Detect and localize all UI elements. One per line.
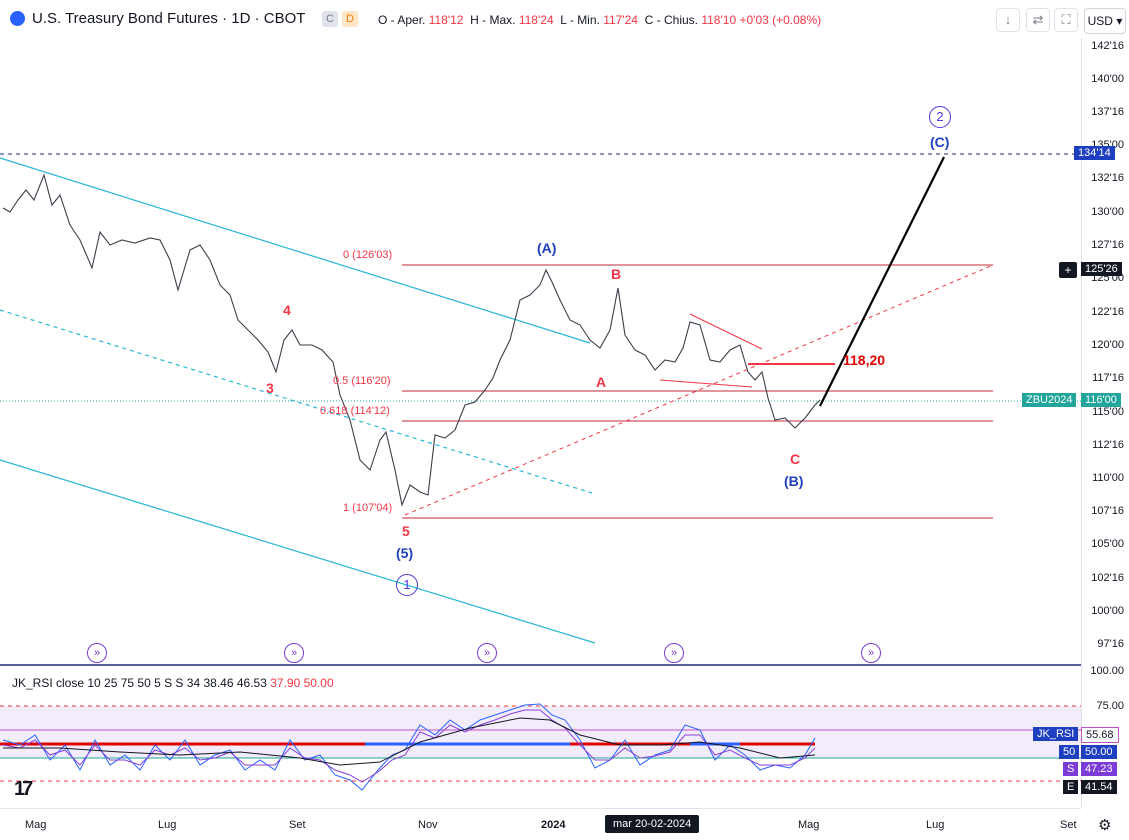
time-label: Lug [158, 819, 177, 831]
badge-d[interactable]: D [342, 11, 358, 27]
last-price-tag: 116'00 [1081, 393, 1121, 407]
jump-icon[interactable]: » [284, 643, 304, 663]
wave-label-1: 1 [396, 574, 418, 596]
wave-label-C: C [790, 451, 801, 467]
level-118-20-label: 118,20 [843, 352, 886, 368]
price-label: 130'00 [1091, 206, 1124, 218]
e-value-tag: 41.54 [1081, 780, 1117, 794]
wave-label-5-paren: (5) [396, 545, 414, 561]
rsi-name-tag: JK_RSI [1033, 727, 1079, 741]
ohlc-readout: O - Aper. 118'12 H - Max. 118'24 L - Min… [378, 13, 822, 27]
mid-value-tag: 50.00 [1081, 745, 1117, 759]
time-label: Lug [926, 819, 945, 831]
wave-label-4: 4 [283, 302, 291, 318]
time-label: Set [1060, 819, 1077, 831]
price-label: 137'16 [1091, 106, 1124, 118]
time-label: Mag [798, 819, 820, 831]
target-price-tag: 134'14 [1074, 146, 1115, 160]
wave-label-3: 3 [266, 380, 274, 396]
wave-label-C-paren: (C) [930, 134, 950, 150]
price-label: 112'16 [1092, 439, 1124, 451]
price-label: 132'16 [1091, 172, 1124, 184]
price-label: 102'16 [1091, 572, 1124, 584]
wave-label-2: 2 [929, 106, 951, 128]
time-axis[interactable]: Mag Lug Set Nov 2024 mar 20-02-2024 Mag … [0, 808, 1081, 840]
jump-icon[interactable]: » [477, 643, 497, 663]
fib-1-label: 1 (107'04) [343, 502, 393, 514]
symbol-title[interactable]: U.S. Treasury Bond Futures · 1D · CBOT [32, 10, 306, 27]
download-icon[interactable]: ↓ [996, 8, 1020, 32]
crosshair-price-tag: 125'26 [1081, 262, 1122, 276]
fib-05-label: 0.5 (116'20) [333, 375, 391, 387]
crosshair-date-tag: mar 20-02-2024 [605, 815, 700, 833]
time-label: Set [289, 819, 306, 831]
wave-label-5: 5 [402, 523, 410, 539]
time-label: 2024 [541, 819, 566, 831]
price-scale[interactable]: 142'16 140'00 137'16 135'00 132'16 130'0… [1081, 38, 1129, 808]
price-label: 127'16 [1091, 239, 1124, 251]
wave-label-A-paren: (A) [537, 240, 557, 256]
symbol-logo-icon [10, 11, 25, 26]
time-label: Nov [418, 819, 438, 831]
mid-label-tag: 50 [1059, 745, 1080, 759]
price-label: 100'00 [1091, 605, 1124, 617]
price-label: 105'00 [1091, 538, 1124, 550]
wave-label-B: B [611, 266, 622, 282]
jump-icon[interactable]: » [87, 643, 107, 663]
symbol-tag: ZBU2024 [1022, 393, 1077, 407]
rsi-value-tag: 55.68 [1081, 727, 1119, 743]
fib-0-label: 0 (126'03) [343, 249, 393, 261]
chart-header: U.S. Treasury Bond Futures · 1D · CBOT C… [0, 0, 1080, 38]
price-label: 120'00 [1091, 339, 1124, 351]
rsi-legend[interactable]: JK_RSI close 10 25 75 50 5 S S 34 38.46 … [12, 676, 334, 690]
badge-c[interactable]: C [322, 11, 338, 27]
price-label: 107'16 [1091, 505, 1124, 517]
gear-icon[interactable]: ⚙ [1098, 817, 1112, 834]
price-label: 100.00 [1090, 665, 1124, 677]
e-label-tag: E [1063, 780, 1079, 794]
fib-0618-label: 0.618 (114'12) [320, 405, 390, 417]
wave-label-A: A [596, 374, 607, 390]
price-label: 140'00 [1091, 73, 1124, 85]
add-icon[interactable]: + [1059, 262, 1077, 278]
price-label: 117'16 [1092, 372, 1124, 384]
price-label: 97'16 [1097, 638, 1124, 650]
jump-icon[interactable]: » [664, 643, 684, 663]
s-value-tag: 47.23 [1081, 762, 1117, 776]
price-label: 75.00 [1096, 700, 1124, 712]
price-chart[interactable] [0, 0, 1081, 808]
fullscreen-icon[interactable]: ⛶ [1054, 8, 1078, 32]
jump-icon[interactable]: » [861, 643, 881, 663]
tradingview-logo: 17 [14, 778, 33, 800]
price-label: 122'16 [1091, 306, 1124, 318]
s-label-tag: S [1063, 762, 1079, 776]
price-label: 110'00 [1092, 472, 1124, 484]
wave-label-B-paren: (B) [784, 473, 804, 489]
currency-select[interactable]: USD ▾ [1084, 8, 1126, 34]
time-label: Mag [25, 819, 47, 831]
scale-icon[interactable]: ⇄ [1026, 8, 1050, 32]
price-label: 142'16 [1091, 40, 1124, 52]
price-label: 115'00 [1092, 406, 1124, 418]
